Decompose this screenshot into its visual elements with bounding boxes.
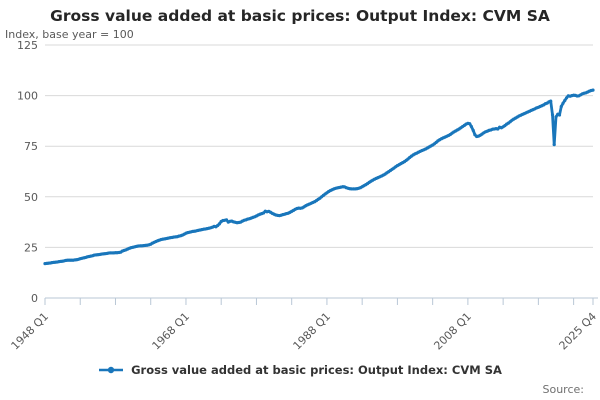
x-axis-tick-label: 1948 Q1 [9,310,52,352]
data-point [550,113,555,117]
data-series-line [43,88,595,266]
y-axis-tick-label: 100 [17,90,38,103]
page-title: Gross value added at basic prices: Outpu… [50,7,550,25]
x-axis-tick-label: 1968 Q1 [150,310,193,352]
data-point [563,98,567,103]
data-point [224,218,229,222]
data-point [469,125,473,129]
legend: Gross value added at basic prices: Outpu… [0,363,600,377]
data-point [471,128,475,132]
data-point [561,101,565,105]
data-point [557,113,562,117]
data-point [591,88,595,92]
x-axis-tick-label: 2008 Q1 [431,310,474,352]
x-axis-tick-label: 1988 Q1 [291,310,334,352]
y-axis-tick-label: 125 [17,39,38,52]
source-label: Source: [542,383,585,396]
data-point [552,143,556,147]
data-point [468,122,472,126]
data-point [559,104,563,109]
y-axis-tick-label: 75 [24,140,38,153]
data-point [554,115,558,119]
legend-marker-icon [99,366,124,374]
data-point [217,222,221,226]
legend-item[interactable]: Gross value added at basic prices: Outpu… [98,363,502,377]
y-axis-tick-label: 25 [24,241,38,254]
y-axis-tick-label: 50 [24,191,38,204]
legend-item-label: Gross value added at basic prices: Outpu… [131,363,502,377]
y-axis-tick-label: 0 [31,292,38,305]
chart-subtitle: Index, base year = 100 [5,28,134,41]
data-point [549,99,553,103]
x-axis-tick-label: 2025 Q4 [557,310,600,352]
line-chart: 0 25 50 75 100 125 1948 Q1 1968 Q1 1988 Q1 2008 Q… [9,39,600,352]
